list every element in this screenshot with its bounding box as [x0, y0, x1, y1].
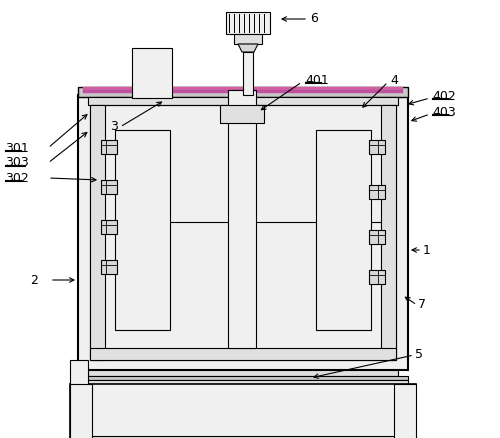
Bar	[70, 436, 416, 438]
Text: 3: 3	[110, 120, 118, 134]
Bar	[226, 372, 270, 394]
Bar	[381, 105, 396, 360]
Bar	[88, 370, 398, 376]
Bar	[101, 260, 117, 274]
Bar	[101, 180, 117, 194]
Text: 2: 2	[30, 273, 38, 286]
Bar	[394, 384, 416, 438]
Text: 302: 302	[5, 172, 29, 184]
Bar	[78, 87, 408, 97]
Text: 7: 7	[418, 299, 426, 311]
Text: 303: 303	[5, 156, 29, 170]
Text: 4: 4	[390, 74, 398, 86]
Bar	[228, 90, 256, 348]
Text: 402: 402	[432, 89, 456, 102]
Bar	[101, 220, 117, 234]
Bar	[226, 12, 270, 34]
Bar	[316, 130, 371, 330]
Bar	[369, 185, 385, 199]
Bar	[70, 360, 88, 390]
Bar	[115, 130, 170, 330]
Bar	[220, 105, 264, 123]
Text: 301: 301	[5, 141, 29, 155]
Bar	[243, 52, 253, 95]
Text: 5: 5	[415, 349, 423, 361]
Text: 6: 6	[310, 11, 318, 25]
Bar	[83, 90, 403, 93]
Bar	[70, 384, 92, 438]
Bar	[78, 380, 408, 384]
Bar	[234, 34, 262, 44]
Polygon shape	[238, 44, 258, 52]
Bar	[78, 376, 408, 380]
Bar	[90, 348, 396, 360]
Text: 1: 1	[423, 244, 431, 257]
Bar	[83, 87, 403, 90]
Bar	[70, 384, 416, 438]
Bar	[90, 105, 105, 360]
Bar	[369, 140, 385, 154]
Bar	[78, 95, 408, 370]
Bar	[88, 97, 398, 105]
Bar	[132, 48, 172, 98]
Bar	[369, 230, 385, 244]
Bar	[101, 140, 117, 154]
Text: 401: 401	[305, 74, 329, 86]
Text: 403: 403	[432, 106, 456, 119]
Bar	[90, 105, 396, 360]
Bar	[369, 270, 385, 284]
